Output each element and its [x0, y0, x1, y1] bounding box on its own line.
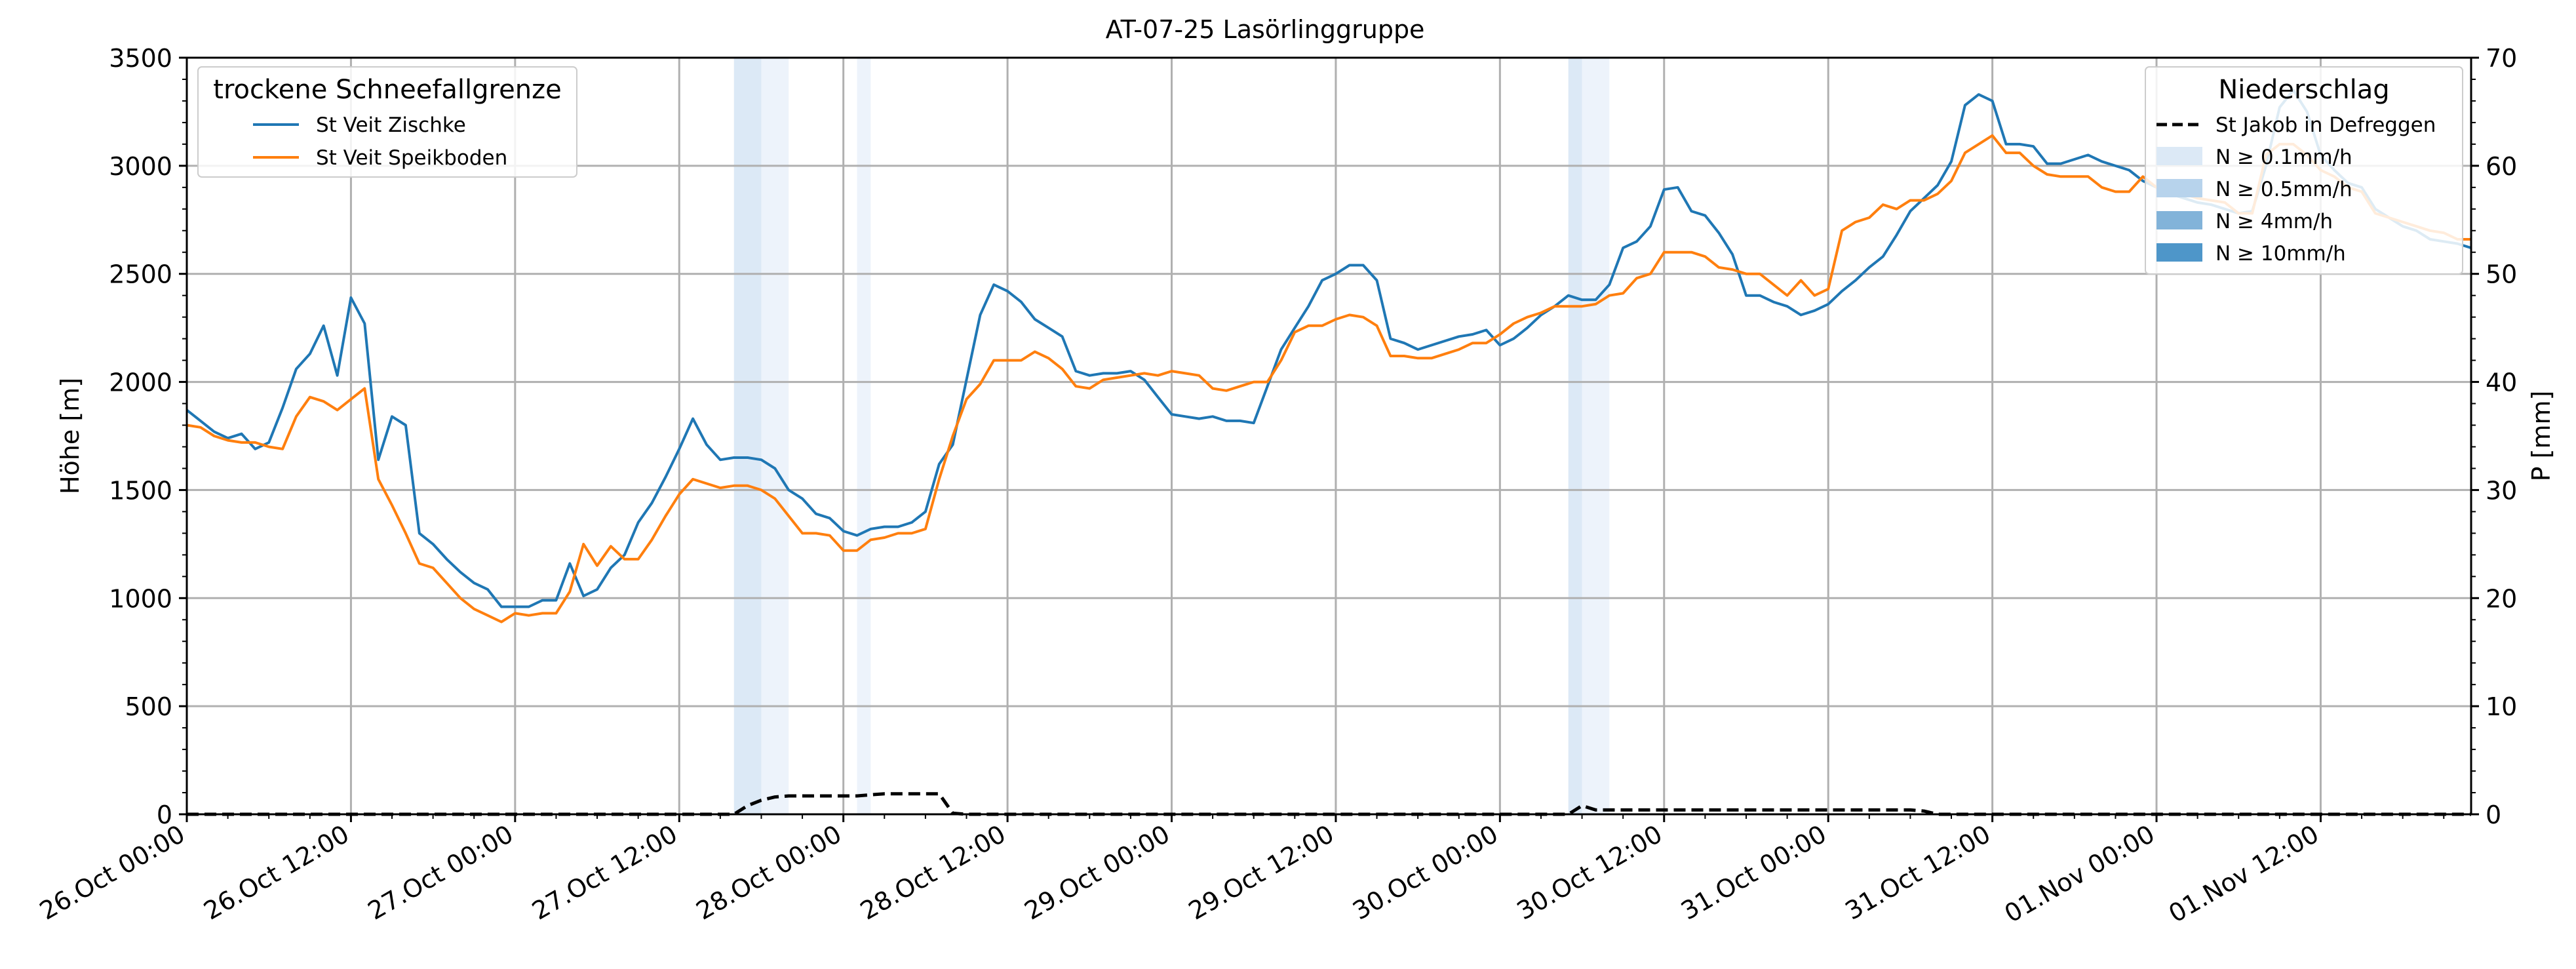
precipitation-bands — [733, 58, 1610, 814]
legend-swatch-n4 — [2156, 211, 2202, 229]
legend-swatch-n10 — [2156, 243, 2202, 262]
y-tick-label-right-6: 60 — [2486, 152, 2517, 181]
series-line-st-jakob-in-defreggen — [187, 792, 2471, 816]
y-tick-label-left-6: 3000 — [109, 152, 172, 181]
y-tick-label-left-7: 3500 — [109, 44, 172, 73]
legend-swatch-n01 — [2156, 147, 2202, 165]
series-lines — [185, 89, 2472, 816]
y-tick-label-left-0: 0 — [157, 801, 172, 829]
legend-label-stjakob: St Jakob in Defreggen — [2215, 113, 2436, 137]
plot-frame — [185, 56, 2472, 816]
legend-label-n10: N ≥ 10mm/h — [2215, 242, 2346, 266]
y-axis-label-right: P [mm] — [2527, 391, 2556, 482]
y-tick-label-right-7: 70 — [2486, 44, 2517, 73]
legend-label-speikboden: St Veit Speikboden — [316, 146, 507, 170]
y-tick-label-left-1: 500 — [125, 692, 172, 721]
precip-band-0 — [733, 58, 762, 814]
chart-title: AT-07-25 Lasörlinggruppe — [1106, 15, 1425, 44]
y-axis-label-left: Höhe [m] — [56, 378, 85, 494]
y-tick-label-left-4: 2000 — [109, 368, 172, 397]
legend-label-n01: N ≥ 0.1mm/h — [2215, 146, 2352, 169]
precip-band-1 — [761, 58, 789, 814]
y-tick-label-right-2: 20 — [2486, 584, 2517, 613]
precip-band-2 — [857, 58, 871, 814]
precip-band-3 — [1568, 58, 1582, 814]
y-tick-label-right-0: 0 — [2486, 801, 2501, 829]
y-tick-label-left-3: 1500 — [109, 476, 172, 505]
legend-precip-title: Niederschlag — [2218, 75, 2389, 105]
legend-label-zischke: St Veit Zischke — [316, 113, 466, 137]
legend-precipitation: Niederschlag St Jakob in Defreggen N ≥ 0… — [2145, 66, 2463, 275]
y-tick-label-right-1: 10 — [2486, 692, 2517, 721]
precip-band-4 — [1582, 58, 1610, 814]
y-tick-label-left-2: 1000 — [109, 584, 172, 613]
y-tick-label-left-5: 2500 — [109, 260, 172, 289]
y-tick-label-right-4: 40 — [2486, 368, 2517, 397]
y-tick-label-right-5: 50 — [2486, 260, 2517, 289]
legend-snowline: trockene Schneefallgrenze St Veit Zischk… — [197, 66, 577, 178]
series-line-st-veit-speikboden — [186, 134, 2471, 623]
legend-swatch-n05 — [2156, 179, 2202, 197]
legend-label-n4: N ≥ 4mm/h — [2215, 210, 2333, 233]
y-tick-label-right-3: 30 — [2486, 476, 2517, 505]
legend-label-n05: N ≥ 0.5mm/h — [2215, 178, 2352, 201]
series-line-st-veit-zischke — [185, 89, 2472, 608]
legend-snowline-title: trockene Schneefallgrenze — [213, 75, 561, 105]
